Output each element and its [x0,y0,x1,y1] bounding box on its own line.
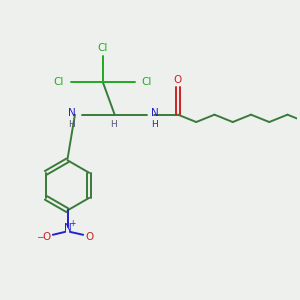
Text: O: O [174,75,182,85]
Text: H: H [152,120,158,129]
Text: Cl: Cl [53,77,64,87]
Text: N: N [68,108,76,118]
Text: O: O [42,232,50,242]
Text: O: O [85,232,93,242]
Text: H: H [110,121,117,130]
Text: −: − [36,233,44,242]
Text: N: N [64,223,71,233]
Text: N: N [152,108,159,118]
Text: Cl: Cl [98,44,108,53]
Text: H: H [69,120,75,129]
Text: Cl: Cl [142,77,152,87]
Text: +: + [70,218,76,227]
